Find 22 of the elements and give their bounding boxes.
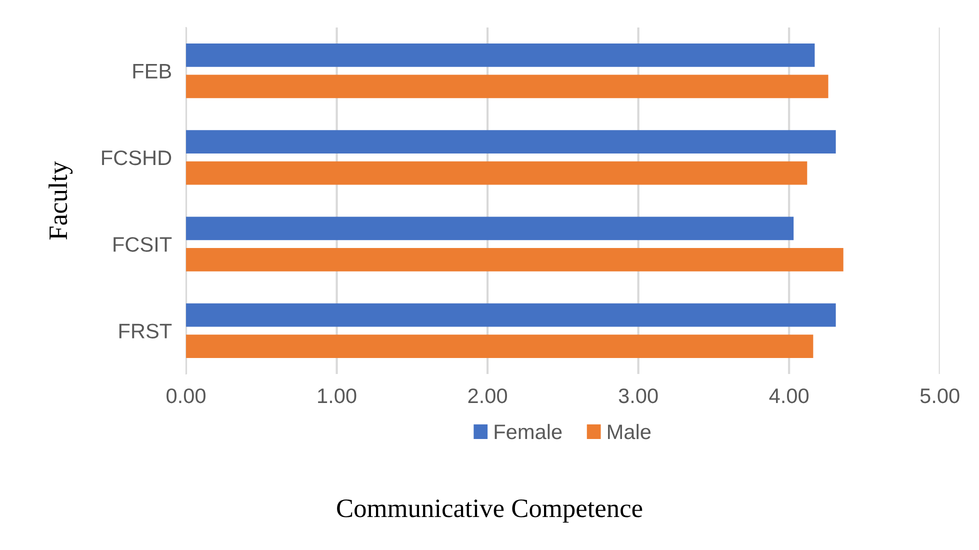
y-axis-title: Faculty [48,161,73,240]
bar [186,74,828,98]
x-tick-label: 4.00 [769,388,809,404]
y-tick-label: FCSHD [102,150,172,166]
bar [186,161,808,185]
x-axis-title: Communicative Competence [337,500,642,523]
bar [186,248,844,272]
bar [186,216,794,240]
x-tick-label: 1.00 [318,388,356,404]
bar [186,303,836,327]
bar [186,44,815,67]
x-tick-label: 3.00 [618,388,658,404]
bar [186,334,814,358]
legend-label: Male [608,424,651,440]
y-tick-label: FCSIT [114,237,172,252]
y-tick-label: FEB [133,64,172,78]
x-tick-label: 0.00 [166,388,206,404]
x-tick-label: 5.00 [920,388,960,404]
legend-label: Female [494,424,562,440]
bar [186,130,836,154]
y-tick-label: FRST [119,324,172,338]
x-tick-label: 2.00 [468,388,508,404]
